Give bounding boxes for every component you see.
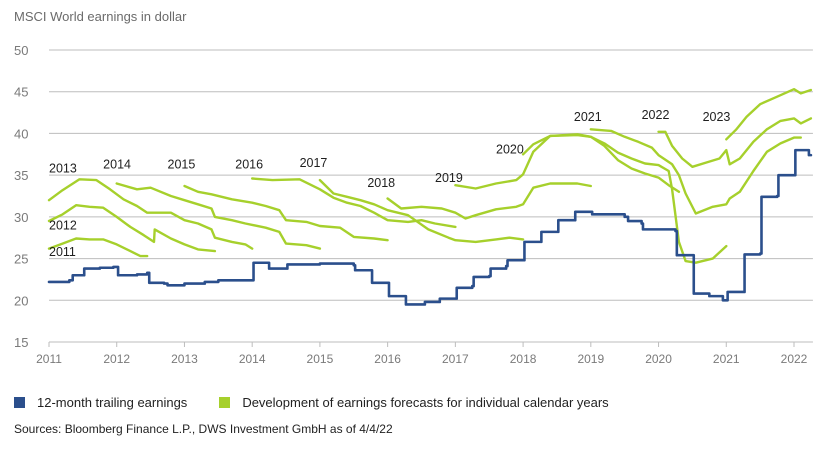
series-line-forecast-2011 [47,237,149,258]
y-tick-label: 15 [14,335,28,350]
y-axis-ticks: 15 20 25 30 35 40 45 50 [14,43,28,350]
grid-lines [49,49,813,343]
legend-swatch-trailing [14,397,25,408]
series-line-forecast-2022 [657,117,813,168]
legend: 12-month trailing earnings Development o… [14,395,641,410]
x-tick-label: 2019 [577,352,604,366]
series-group [47,88,813,306]
x-tick-label: 2018 [510,352,537,366]
x-tick-label: 2015 [307,352,334,366]
forecast-year-label-2013: 2013 [49,162,77,176]
series-line-forecast-2012 [47,204,217,253]
series-line-forecast-2013 [47,178,254,250]
annotations: 2011 2012 2013 2014 2015 2016 2017 2018 2019 2020… [49,108,730,259]
source-note: Sources: Bloomberg Finance L.P., DWS Inv… [14,422,393,436]
series-line-forecast-2014 [115,182,322,250]
y-tick-label: 50 [14,43,28,58]
x-tick-label: 2017 [442,352,469,366]
forecast-year-label-2015: 2015 [168,157,196,171]
x-tick-label: 2021 [713,352,740,366]
series-line-forecast-2016 [251,177,457,229]
legend-item-forecast: Development of earnings forecasts for in… [219,395,609,410]
forecast-year-label-2014: 2014 [103,157,131,171]
y-tick-label: 40 [14,126,28,141]
x-tick-label: 2014 [239,352,266,366]
legend-label-trailing: 12-month trailing earnings [37,395,188,410]
forecast-year-label-2020: 2020 [496,142,524,156]
series-line-forecast-2017 [318,178,525,244]
forecast-year-label-2023: 2023 [703,110,731,124]
forecast-year-label-2016: 2016 [235,157,263,171]
series-line-forecast-2023 [725,88,813,141]
forecast-year-label-2018: 2018 [367,176,395,190]
forecast-year-label-2021: 2021 [574,110,602,124]
x-axis-ticks: 2011 2012 2013 2014 2015 2016 2017 2018 2019 2020… [36,342,808,366]
legend-swatch-forecast [219,397,231,408]
chart-title: MSCI World earnings in dollar [14,9,187,24]
series-line-forecast-2015 [183,184,389,242]
y-tick-label: 30 [14,210,28,225]
x-tick-label: 2011 [36,352,62,366]
x-tick-label: 2012 [103,352,130,366]
x-tick-label: 2020 [645,352,672,366]
series-line-forecast-2020 [521,133,728,264]
y-tick-label: 25 [14,252,28,267]
legend-item-trailing: 12-month trailing earnings [14,395,187,410]
forecast-year-label-2017: 2017 [300,156,328,170]
forecast-year-label-2019: 2019 [435,171,463,185]
forecast-year-label-2012: 2012 [49,218,77,232]
legend-label-forecast: Development of earnings forecasts for in… [242,395,609,410]
x-tick-label: 2022 [781,352,808,366]
y-tick-label: 20 [14,293,28,308]
forecast-year-label-2022: 2022 [642,108,670,122]
y-tick-label: 45 [14,85,28,100]
x-tick-label: 2013 [171,352,198,366]
series-line-trailing-earnings [47,148,813,306]
forecast-year-label-2011: 2011 [49,245,76,259]
y-tick-label: 35 [14,168,28,183]
series-line-forecast-2018 [386,182,592,220]
series-line-forecast-2021 [589,128,802,215]
x-tick-label: 2016 [374,352,401,366]
